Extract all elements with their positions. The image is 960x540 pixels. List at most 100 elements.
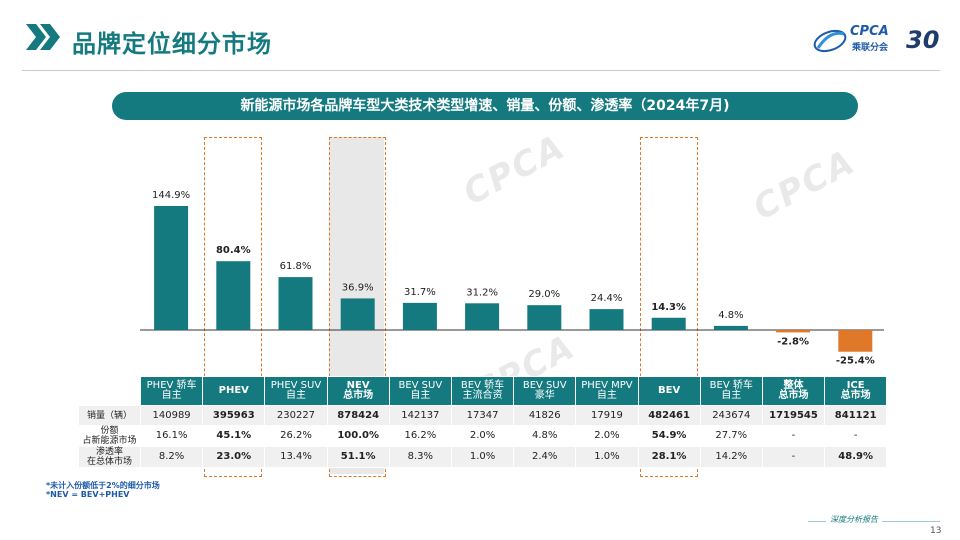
page-title: 品牌定位细分市场	[72, 30, 272, 58]
cpca-logo: CPCA 乘联分会 30	[810, 24, 944, 58]
table-cell: 1719545	[761, 405, 826, 426]
table-cell: 45.1%	[202, 425, 266, 447]
nev-highlight-box	[329, 137, 386, 477]
table-cell: 100.0%	[326, 425, 390, 447]
bar	[589, 309, 624, 330]
header-line: BEV 轿车	[709, 380, 753, 391]
footnote-share-threshold: *未计入份额低于2%的细分市场	[46, 481, 160, 490]
row-label-line: 占新能源市场	[82, 436, 137, 446]
header-divider	[22, 70, 940, 71]
data-table: PHEV 轿车 自主 PHEV PHEV SUV 自主 NEV 总市场 BEV SUV 自主 BE…	[78, 376, 888, 468]
bar-value-label: 31.7%	[404, 287, 436, 298]
header-line: 总市场	[343, 390, 374, 401]
row-label-line: 渗透率	[95, 447, 123, 457]
logo-text: CPCA	[850, 24, 889, 39]
header-line: 自主	[410, 390, 431, 401]
header-line: ICE	[846, 380, 865, 391]
table-header-cell: PHEV MPV 自主	[575, 376, 639, 406]
header-line: 总市场	[778, 390, 809, 401]
table-cell: 142137	[388, 405, 452, 426]
double-chevron-icon	[26, 24, 60, 50]
row-label-line: 销量（辆）	[86, 410, 132, 421]
chart-title-banner: 新能源市场各品牌车型大类技术类型增速、销量、份额、渗透率（2024年7月)	[112, 92, 858, 120]
table-header-cell: 整体 总市场	[761, 376, 826, 406]
table-cell: 51.1%	[326, 446, 390, 468]
row-label: 渗透率 在总体市场	[78, 446, 141, 468]
table-cell: -	[761, 425, 826, 447]
table-cell: 16.1%	[139, 425, 204, 447]
table-header-cell: BEV 轿车 自主	[699, 376, 763, 406]
table-header-cell: NEV 总市场	[326, 376, 390, 406]
table-header-cell: ICE 总市场	[824, 376, 888, 406]
footnote-nev-definition: *NEV = BEV+PHEV	[46, 490, 130, 499]
row-label: 销量（辆）	[78, 405, 141, 426]
table-cell: 230227	[264, 405, 328, 426]
table-cell: 27.7%	[699, 425, 763, 447]
bar	[402, 302, 437, 330]
table-header-cell: BEV	[637, 376, 701, 406]
bar-value-label: -25.4%	[836, 356, 875, 367]
table-cell: -	[761, 446, 826, 468]
header-line: 自主	[596, 390, 617, 401]
report-label: 深度分析报告	[826, 514, 882, 525]
table-cell: 8.2%	[139, 446, 204, 468]
table-cell: 4.8%	[513, 425, 577, 447]
table-header-row: PHEV 轿车 自主 PHEV PHEV SUV 自主 NEV 总市场 BEV SUV 自主 BE…	[78, 376, 888, 406]
table-cell: 48.9%	[824, 446, 888, 468]
bar	[340, 298, 375, 330]
table-cell: 54.9%	[637, 425, 701, 447]
table-cell: 1.0%	[575, 446, 639, 468]
table-cell: 14.2%	[699, 446, 763, 468]
table-cell: 17919	[575, 405, 639, 426]
header-line: 自主	[721, 390, 742, 401]
logo-subtext: 乘联分会	[852, 43, 889, 53]
header-line: PHEV 轿车	[146, 380, 197, 391]
table-header-cell: PHEV 轿车 自主	[139, 376, 204, 406]
table-row: 渗透率 在总体市场 8.2% 23.0% 13.4% 51.1% 8.3% 1.0% 2.4% 1…	[78, 446, 888, 468]
table-cell: 878424	[326, 405, 390, 426]
bar	[651, 317, 686, 330]
header-line: PHEV	[218, 385, 249, 396]
table-cell: 16.2%	[388, 425, 452, 447]
table-cell: 26.2%	[264, 425, 328, 447]
table-cell: 41826	[513, 405, 577, 426]
table-corner	[78, 376, 141, 406]
table-header-cell: BEV SUV 自主	[388, 376, 452, 406]
header-line: 整体	[783, 380, 804, 391]
header-line: PHEV SUV	[270, 380, 322, 391]
table-row: 销量（辆） 140989 395963 230227 878424 142137 17347…	[78, 405, 888, 426]
table-header-cell: BEV SUV 豪华	[513, 376, 577, 406]
bar	[154, 206, 189, 330]
table-header-cell: PHEV SUV 自主	[264, 376, 328, 406]
header-line: BEV SUV	[398, 380, 443, 391]
bar-value-label: 24.4%	[591, 293, 623, 304]
table-cell: 482461	[637, 405, 701, 426]
table-cell: 243674	[699, 405, 763, 426]
header-line: 自主	[161, 390, 182, 401]
header-line: 豪华	[534, 390, 555, 401]
bar	[776, 330, 811, 333]
bar	[527, 305, 562, 330]
bar-value-label: 31.2%	[466, 287, 498, 298]
header-line: BEV 轿车	[460, 380, 505, 391]
table-cell: 17347	[450, 405, 515, 426]
bar-value-label: 14.3%	[651, 302, 686, 313]
header-line: 总市场	[840, 390, 871, 401]
table-cell: 841121	[824, 405, 888, 426]
row-label-line: 份额	[100, 426, 119, 436]
table-cell: 28.1%	[637, 446, 701, 468]
bar-value-label: 29.0%	[528, 289, 560, 300]
phev-highlight-box	[204, 137, 262, 477]
header-line: BEV SUV	[522, 380, 567, 391]
table-cell: 2.0%	[450, 425, 515, 447]
bar-value-label: 4.8%	[718, 310, 743, 321]
row-label-line: 在总体市场	[86, 457, 132, 467]
bar-value-label: 36.9%	[342, 282, 374, 293]
logo-anniversary: 30	[906, 26, 940, 54]
table-header-cell: BEV 轿车 主流合资	[450, 376, 515, 406]
table-cell: 1.0%	[450, 446, 515, 468]
bar	[216, 261, 251, 330]
header-line: 自主	[285, 390, 306, 401]
header-line: PHEV MPV	[581, 380, 633, 391]
